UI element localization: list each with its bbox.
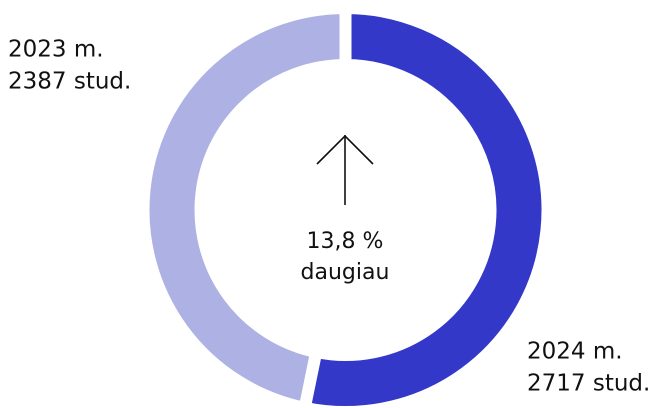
arrow-head [316,134,374,165]
segment-label: 2024 m. [527,339,623,365]
donut-segment [137,1,352,408]
segment-value-label: 2717 stud. [527,371,650,397]
donut-segment [298,1,554,408]
segment-label: 2023 m. [8,37,104,63]
arrow [316,134,374,205]
segment-value-label: 2387 stud. [8,69,131,95]
center-caption: daugiau [301,260,390,285]
center-value: 13,8 % [307,229,384,254]
